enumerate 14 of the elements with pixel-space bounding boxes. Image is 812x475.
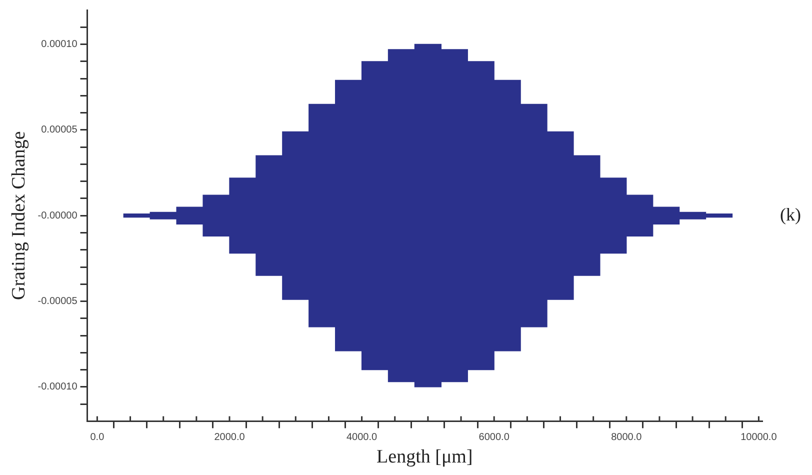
x-tick-label: 6000.0: [478, 432, 510, 443]
x-tick-label: 2000.0: [214, 432, 246, 443]
y-tick-label: -0.00000: [38, 210, 78, 222]
x-axis-title: Length [μm]: [376, 446, 473, 468]
y-tick-label: -0.00005: [38, 296, 78, 308]
x-tick-label: 4000.0: [346, 432, 378, 443]
text: (k): [780, 204, 801, 224]
x-tick-label: 8000.0: [611, 432, 642, 443]
x-tick-label: 10000.0: [740, 432, 778, 443]
y-tick-label: 0.00010: [41, 39, 78, 50]
y-tick-label: 0.00005: [41, 124, 78, 136]
y-tick-label: -0.00010: [38, 382, 78, 393]
x-tick-label: 0.0: [90, 432, 105, 443]
y-axis-title: Grating Index Change: [8, 131, 30, 300]
